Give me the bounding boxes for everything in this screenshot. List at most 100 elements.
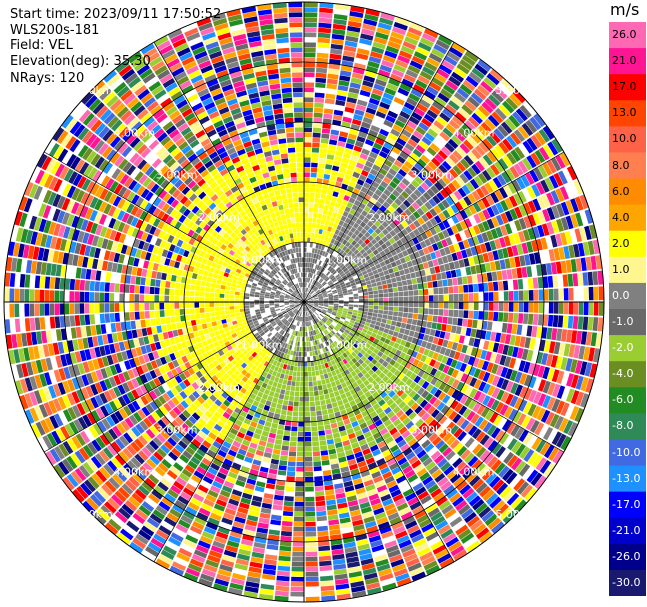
velocity-gate (388, 237, 396, 245)
velocity-gate (384, 240, 392, 248)
velocity-gate (277, 470, 287, 476)
velocity-gate (477, 392, 487, 404)
velocity-gate (430, 343, 437, 352)
velocity-gate (363, 273, 369, 279)
velocity-gate (558, 302, 564, 315)
velocity-gate (426, 85, 439, 96)
velocity-gate (569, 229, 578, 244)
velocity-gate (476, 234, 484, 244)
velocity-gate (325, 93, 336, 100)
velocity-gate (276, 570, 290, 577)
velocity-gate (357, 417, 366, 425)
velocity-gate (283, 501, 294, 507)
velocity-gate (384, 338, 391, 345)
velocity-gate (358, 264, 365, 270)
velocity-gate (349, 208, 356, 216)
velocity-gate (443, 302, 449, 309)
velocity-gate (412, 84, 426, 94)
velocity-gate (309, 278, 312, 283)
velocity-gate (328, 338, 334, 344)
velocity-gate (350, 329, 356, 335)
velocity-gate (473, 390, 482, 401)
velocity-gate (313, 313, 318, 318)
velocity-gate (570, 359, 578, 373)
velocity-gate (291, 561, 304, 567)
velocity-gate (502, 344, 510, 356)
velocity-gate (398, 479, 409, 489)
velocity-gate (325, 314, 330, 318)
velocity-gate (445, 450, 456, 461)
velocity-gate (282, 399, 289, 406)
velocity-gate (362, 261, 369, 267)
velocity-gate (344, 262, 351, 268)
velocity-gate (353, 199, 361, 207)
velocity-gate (329, 267, 334, 273)
velocity-gate (338, 136, 347, 143)
velocity-gate (486, 206, 495, 218)
velocity-gate (352, 255, 358, 261)
velocity-gate (453, 351, 461, 361)
velocity-gate (381, 353, 388, 361)
velocity-gate (311, 162, 318, 168)
velocity-gate (321, 188, 328, 195)
velocity-gate (499, 355, 507, 366)
velocity-gate (433, 205, 442, 215)
velocity-gate (299, 391, 304, 397)
velocity-gate (334, 229, 340, 235)
velocity-gate (404, 255, 411, 262)
velocity-gate (372, 249, 379, 256)
velocity-gate (435, 520, 449, 531)
velocity-gate (572, 273, 579, 287)
velocity-gate (411, 278, 418, 285)
velocity-gate (486, 397, 496, 409)
velocity-gate (339, 360, 345, 367)
velocity-gate (449, 46, 463, 58)
velocity-gate (304, 42, 317, 48)
velocity-gate (460, 267, 467, 277)
velocity-gate (522, 188, 532, 201)
velocity-gate (512, 90, 526, 104)
velocity-gate (546, 207, 556, 221)
velocity-gate (276, 382, 283, 389)
velocity-gate (436, 68, 450, 79)
velocity-gate (451, 225, 459, 234)
velocity-gate (361, 386, 369, 394)
velocity-gate (417, 409, 427, 418)
velocity-gate (550, 190, 560, 204)
velocity-gate (395, 206, 404, 215)
velocity-gate (404, 174, 414, 183)
velocity-gate (548, 288, 554, 301)
velocity-gate (312, 446, 320, 452)
velocity-gate (339, 188, 347, 195)
velocity-gate (392, 234, 400, 242)
velocity-gate (429, 208, 438, 217)
velocity-gate (310, 309, 314, 314)
velocity-gate (317, 32, 331, 39)
velocity-gate (331, 277, 336, 282)
velocity-gate (545, 411, 555, 426)
velocity-gate (327, 73, 339, 80)
velocity-gate (366, 134, 377, 142)
velocity-gate (522, 466, 535, 480)
velocity-gate (402, 262, 409, 269)
velocity-gate (316, 62, 328, 69)
velocity-gate (413, 189, 422, 198)
velocity-gate (324, 323, 329, 328)
velocity-gate (310, 406, 316, 412)
velocity-gate (344, 329, 350, 334)
velocity-gate (458, 335, 466, 344)
velocity-gate (379, 128, 390, 137)
velocity-gate (356, 135, 366, 143)
velocity-gate (519, 386, 528, 399)
velocity-gate (286, 364, 291, 371)
velocity-gate (442, 209, 451, 219)
velocity-gate (321, 325, 326, 330)
velocity-gate (326, 288, 331, 292)
velocity-gate (309, 247, 313, 253)
velocity-gate (389, 359, 396, 366)
velocity-gate (291, 426, 298, 432)
velocity-gate (392, 448, 402, 457)
velocity-gate (318, 305, 323, 308)
velocity-gate (339, 237, 345, 244)
velocity-gate (318, 294, 323, 298)
